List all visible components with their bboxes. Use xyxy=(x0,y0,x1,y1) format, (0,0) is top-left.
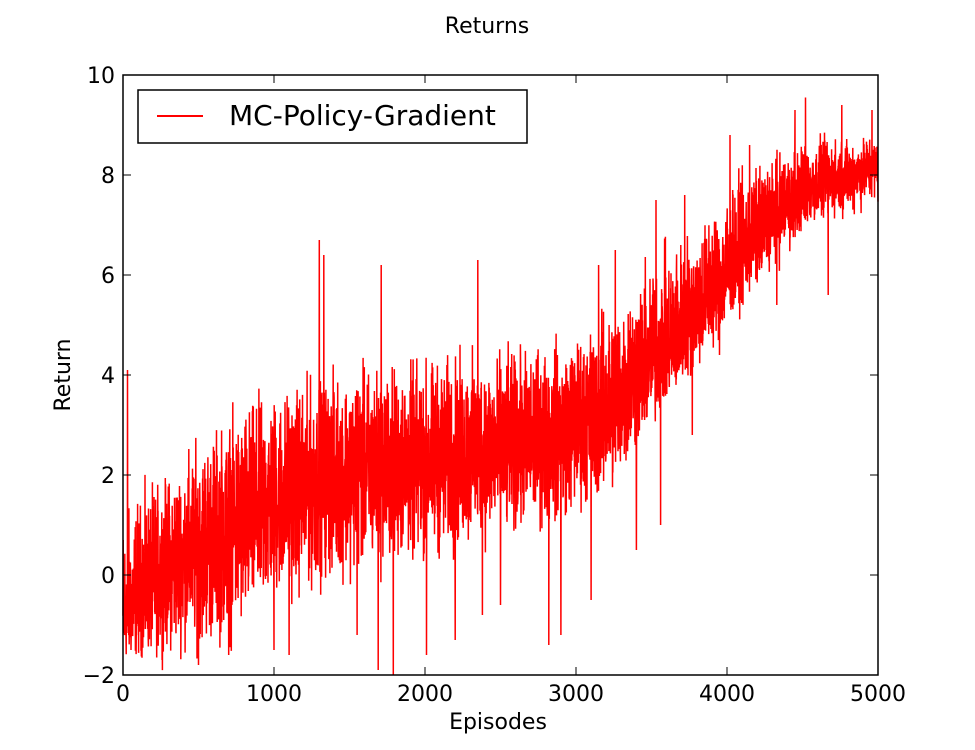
y-tick-label: 2 xyxy=(101,464,115,489)
plot-frame xyxy=(122,74,879,676)
x-tick-label: 3000 xyxy=(548,682,604,707)
x-tick-label: 5000 xyxy=(850,682,906,707)
legend-label: MC-Policy-Gradient xyxy=(229,99,496,132)
series-layer xyxy=(122,97,879,676)
legend: MC-Policy-Gradient xyxy=(137,89,528,144)
x-tick-label: 2000 xyxy=(397,682,453,707)
series-line-0 xyxy=(122,97,879,676)
chart-title: Returns xyxy=(445,14,529,39)
x-tick-label: 0 xyxy=(116,682,130,707)
y-tick-label: −2 xyxy=(83,664,115,689)
x-tick-label: 4000 xyxy=(699,682,755,707)
y-tick-label: 6 xyxy=(101,264,115,289)
x-axis-label: Episodes xyxy=(449,710,547,735)
y-tick-label: 4 xyxy=(101,364,115,389)
y-tick-label: 0 xyxy=(101,564,115,589)
y-tick-label: 8 xyxy=(101,164,115,189)
y-axis-label: Return xyxy=(51,338,76,411)
y-tick-label: 10 xyxy=(87,64,115,89)
x-tick-label: 1000 xyxy=(246,682,302,707)
